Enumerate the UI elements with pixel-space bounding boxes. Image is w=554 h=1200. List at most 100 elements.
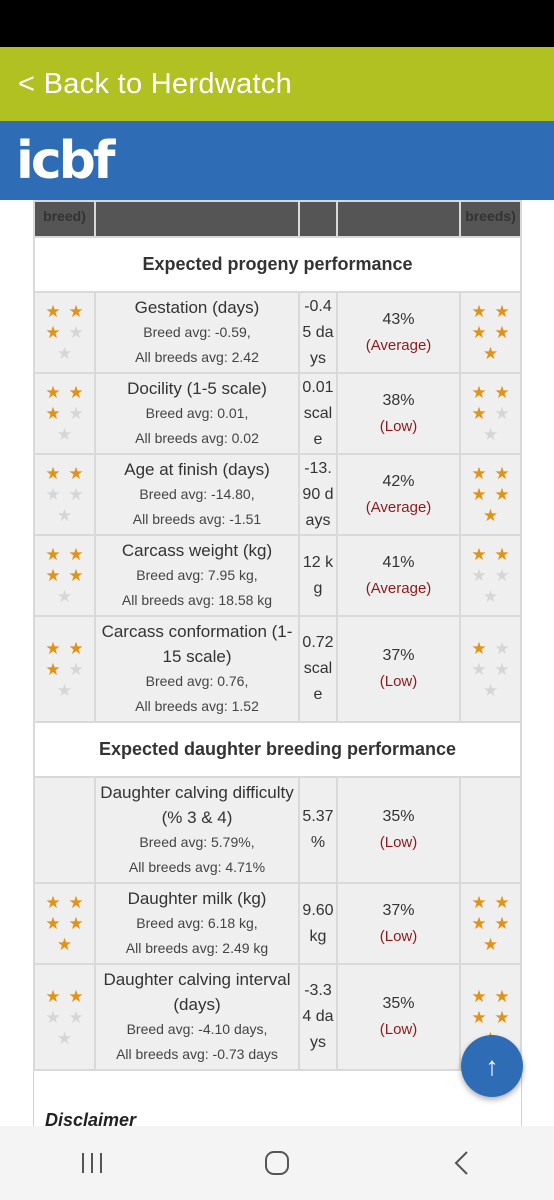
home-button[interactable] <box>247 1143 307 1183</box>
arrow-up-icon: ↑ <box>485 1050 499 1081</box>
star-icon: ★ <box>471 383 487 402</box>
back-button[interactable] <box>432 1143 492 1183</box>
all-breeds-stars: ★★★★★ <box>468 986 514 1049</box>
star-icon: ★ <box>56 587 73 606</box>
all-breeds-stars: ★★★★★ <box>468 382 514 445</box>
reliability-percent: 37% <box>382 647 415 664</box>
star-icon: ★ <box>494 383 510 402</box>
trait-row: Daughter calving difficulty (% 3 & 4) Bre… <box>33 776 522 884</box>
disclaimer-heading: Disclaimer <box>45 1110 137 1126</box>
recent-apps-button[interactable] <box>62 1143 122 1183</box>
scroll-to-top-button[interactable]: ↑ <box>461 1035 523 1097</box>
star-icon: ★ <box>471 566 487 585</box>
trait-cell: Docility (1-5 scale) Breed avg: 0.01, All … <box>94 372 300 455</box>
trait-cell: Age at finish (days) Breed avg: -14.80, Al… <box>94 453 300 536</box>
star-icon: ★ <box>68 566 84 585</box>
star-icon: ★ <box>68 1007 84 1027</box>
trait-row: ★ ★ ★ ★ ★ Gestation (days) Breed avg: -0.59, Al… <box>33 291 522 374</box>
trait-cell: Carcass conformation (1-15 scale) Breed a… <box>94 615 300 723</box>
trait-name: Gestation (days) <box>134 298 260 317</box>
star-icon: ★ <box>68 485 84 504</box>
all-breeds-avg: All breeds avg: -1.51 <box>132 511 262 527</box>
reliability-cell: 37% (Low) <box>336 882 461 965</box>
all-breeds-stars: ★★★★★ <box>468 301 514 364</box>
star-icon: ★ <box>45 383 61 402</box>
star-icon: ★ <box>45 986 61 1006</box>
reliability-cell: 35% (Low) <box>336 963 461 1071</box>
trait-row: ★ ★ ★ ★ ★ Carcass weight (kg) Breed avg: 7.95 … <box>33 534 522 617</box>
star-icon: ★ <box>68 986 84 1006</box>
trait-row: ★ ★ ★ ★ ★ Age at finish (days) Breed avg: -14.… <box>33 453 522 536</box>
star-icon: ★ <box>45 464 61 483</box>
main-content[interactable]: breed) breeds) Expected progeny performa… <box>0 200 554 1126</box>
star-icon: ★ <box>494 659 510 679</box>
breed-stars-cell: ★ ★ ★ ★ ★ <box>33 291 96 374</box>
star-icon: ★ <box>56 935 73 954</box>
trait-name: Daughter calving difficulty (% 3 & 4) <box>100 783 294 827</box>
section-title: Expected progeny performance <box>33 236 522 293</box>
star-icon: ★ <box>68 323 84 342</box>
trait-name: Carcass conformation (1-15 scale) <box>101 622 293 666</box>
star-icon: ★ <box>494 464 510 483</box>
all-breeds-avg: All breeds avg: 1.52 <box>135 698 259 714</box>
star-icon: ★ <box>45 404 61 423</box>
star-icon: ★ <box>471 659 487 679</box>
star-icon: ★ <box>68 638 84 658</box>
breed-avg: Breed avg: -4.10 days, <box>126 1021 268 1037</box>
trait-name: Daughter milk (kg) <box>127 889 267 908</box>
star-icon: ★ <box>471 464 487 483</box>
star-icon: ★ <box>68 545 84 564</box>
trait-cell: Daughter calving interval (days) Breed av… <box>94 963 300 1071</box>
trait-name: Docility (1-5 scale) <box>127 379 267 398</box>
all-breeds-stars: ★★★★★ <box>468 892 514 955</box>
breed-avg: Breed avg: -0.59, <box>143 324 251 340</box>
home-icon <box>264 1151 289 1175</box>
star-icon: ★ <box>45 485 61 504</box>
star-icon: ★ <box>45 659 61 679</box>
trait-name: Daughter calving interval (days) <box>103 970 291 1014</box>
reliability-percent: 38% <box>382 391 415 409</box>
all-breeds-stars-cell <box>459 776 522 884</box>
star-icon: ★ <box>482 506 499 525</box>
breed-stars: ★ ★ ★ ★ ★ <box>42 892 88 955</box>
index-value: -3.34 days <box>298 963 338 1071</box>
all-breeds-stars-cell: ★ ★ ★ ★ ★ <box>459 372 522 455</box>
reliability-label: (Low) <box>379 673 418 690</box>
star-icon: ★ <box>494 1007 510 1027</box>
all-breeds-avg: All breeds avg: 18.58 kg <box>121 592 273 608</box>
reliability-label: (Low) <box>379 417 418 435</box>
all-breeds-stars: ★★★★★ <box>468 638 514 701</box>
reliability-label: (Average) <box>365 579 432 597</box>
star-icon: ★ <box>45 893 61 912</box>
star-icon: ★ <box>471 485 487 504</box>
star-icon: ★ <box>494 566 510 585</box>
star-icon: ★ <box>68 914 84 933</box>
reliability-label: (Average) <box>365 336 432 354</box>
back-to-herdwatch-link[interactable]: < Back to Herdwatch <box>0 47 554 121</box>
android-nav-bar <box>0 1126 554 1200</box>
star-icon: ★ <box>494 914 510 933</box>
index-value: 9.60 kg <box>298 882 338 965</box>
star-icon: ★ <box>45 1007 61 1027</box>
trait-cell: Gestation (days) Breed avg: -0.59, All bre… <box>94 291 300 374</box>
reliability-label: (Low) <box>379 834 418 851</box>
reliability-percent: 35% <box>382 808 415 825</box>
status-bar <box>0 0 554 47</box>
header-right-cell: breeds) <box>459 200 522 238</box>
star-icon: ★ <box>494 485 510 504</box>
proof-table: breed) breeds) Expected progeny performa… <box>33 200 522 1071</box>
breed-avg: Breed avg: 7.95 kg, <box>136 567 258 583</box>
breed-stars: ★ ★ ★ ★ ★ <box>42 986 88 1049</box>
all-breeds-stars-cell: ★ ★ ★ ★ ★ <box>459 453 522 536</box>
reliability-cell: 41% (Average) <box>336 534 461 617</box>
reliability-percent: 43% <box>382 310 415 328</box>
section-title: Expected daughter breeding performance <box>33 721 522 778</box>
star-icon: ★ <box>68 464 84 483</box>
breed-stars: ★ ★ ★ ★ ★ <box>42 301 88 364</box>
trait-cell: Daughter calving difficulty (% 3 & 4) Bre… <box>94 776 300 884</box>
all-breeds-stars-cell: ★ ★ ★ ★ ★ <box>459 291 522 374</box>
reliability-label: (Low) <box>379 927 418 945</box>
star-icon: ★ <box>482 935 499 954</box>
star-icon: ★ <box>471 404 487 423</box>
star-icon: ★ <box>482 344 499 363</box>
